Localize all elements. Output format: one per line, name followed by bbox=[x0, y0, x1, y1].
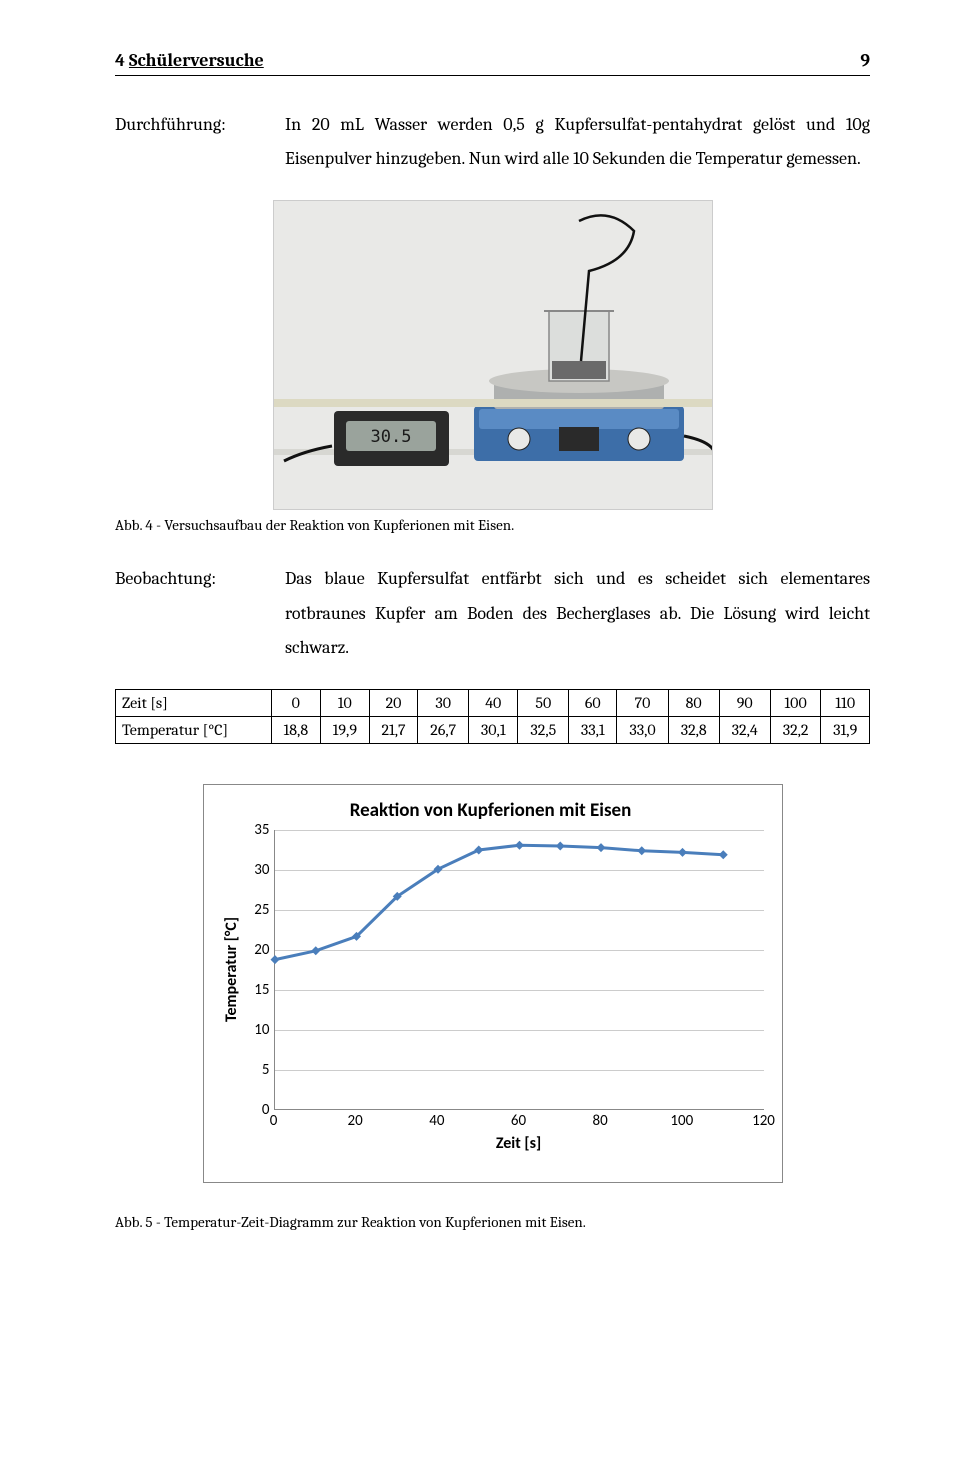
table-cell: 30,1 bbox=[469, 716, 518, 743]
data-table: Zeit [s] 0102030405060708090100110 Tempe… bbox=[115, 689, 870, 744]
x-axis-ticks: 020406080100120 bbox=[274, 1110, 764, 1132]
table-cell: 32,5 bbox=[518, 716, 569, 743]
table-cell: 19,9 bbox=[320, 716, 369, 743]
table-cell: 70 bbox=[617, 689, 668, 716]
chart-caption: Abb. 5 - Temperatur-Zeit-Diagramm zur Re… bbox=[115, 1213, 870, 1231]
table-cell: 10 bbox=[320, 689, 369, 716]
table-cell: 31,9 bbox=[821, 716, 870, 743]
chart-title: Reaktion von Kupferionen mit Eisen bbox=[218, 799, 764, 822]
table-cell: 21,7 bbox=[369, 716, 418, 743]
table-cell: 33,1 bbox=[569, 716, 617, 743]
table-cell: 32,8 bbox=[668, 716, 719, 743]
photo-caption: Abb. 4 - Versuchsaufbau der Reaktion von… bbox=[115, 516, 870, 534]
table-cell: 26,7 bbox=[418, 716, 469, 743]
table-cell: 40 bbox=[469, 689, 518, 716]
row-label-temp: Temperatur [°C] bbox=[116, 716, 272, 743]
table-cell: 100 bbox=[770, 689, 821, 716]
procedure-text: In 20 mL Wasser werden 0,5 g Kupfersulfa… bbox=[285, 108, 870, 176]
table-cell: 50 bbox=[518, 689, 569, 716]
svg-text:30.5: 30.5 bbox=[370, 427, 411, 447]
plot-area bbox=[274, 830, 764, 1110]
observation-label: Beobachtung: bbox=[115, 562, 285, 596]
row-label-time: Zeit [s] bbox=[116, 689, 272, 716]
table-cell: 90 bbox=[719, 689, 770, 716]
page-number: 9 bbox=[860, 50, 870, 71]
table-row: Temperatur [°C] 18,819,921,726,730,132,5… bbox=[116, 716, 870, 743]
section-heading: 4 Schülerversuche bbox=[115, 50, 264, 71]
table-cell: 30 bbox=[418, 689, 469, 716]
experiment-photo: 30.5 bbox=[273, 200, 713, 510]
photo-container: 30.5 bbox=[115, 200, 870, 510]
y-axis-label-col: Temperatur [°C] bbox=[218, 830, 246, 1110]
page-header: 4 Schülerversuche 9 bbox=[115, 50, 870, 76]
table-cell: 60 bbox=[569, 689, 617, 716]
observation-block: Beobachtung: Das blaue Kupfersulfat entf… bbox=[115, 562, 870, 665]
table-cell: 32,4 bbox=[719, 716, 770, 743]
chart-box: Reaktion von Kupferionen mit Eisen Tempe… bbox=[203, 784, 783, 1183]
section-title: Schülerversuche bbox=[129, 50, 264, 71]
y-axis-label: Temperatur [°C] bbox=[222, 917, 241, 1022]
x-axis-label: Zeit [s] bbox=[274, 1134, 764, 1154]
procedure-block: Durchführung: In 20 mL Wasser werden 0,5… bbox=[115, 108, 870, 176]
table-cell: 0 bbox=[271, 689, 320, 716]
y-axis-ticks: 05101520253035 bbox=[246, 830, 274, 1110]
procedure-label: Durchführung: bbox=[115, 108, 285, 142]
table-cell: 80 bbox=[668, 689, 719, 716]
table-cell: 33,0 bbox=[617, 716, 668, 743]
table-cell: 18,8 bbox=[271, 716, 320, 743]
chart-container: Reaktion von Kupferionen mit Eisen Tempe… bbox=[115, 784, 870, 1183]
table-row: Zeit [s] 0102030405060708090100110 bbox=[116, 689, 870, 716]
observation-text: Das blaue Kupfersulfat entfärbt sich und… bbox=[285, 562, 870, 665]
table-cell: 110 bbox=[821, 689, 870, 716]
table-cell: 32,2 bbox=[770, 716, 821, 743]
table-cell: 20 bbox=[369, 689, 418, 716]
section-number: 4 bbox=[115, 50, 125, 71]
